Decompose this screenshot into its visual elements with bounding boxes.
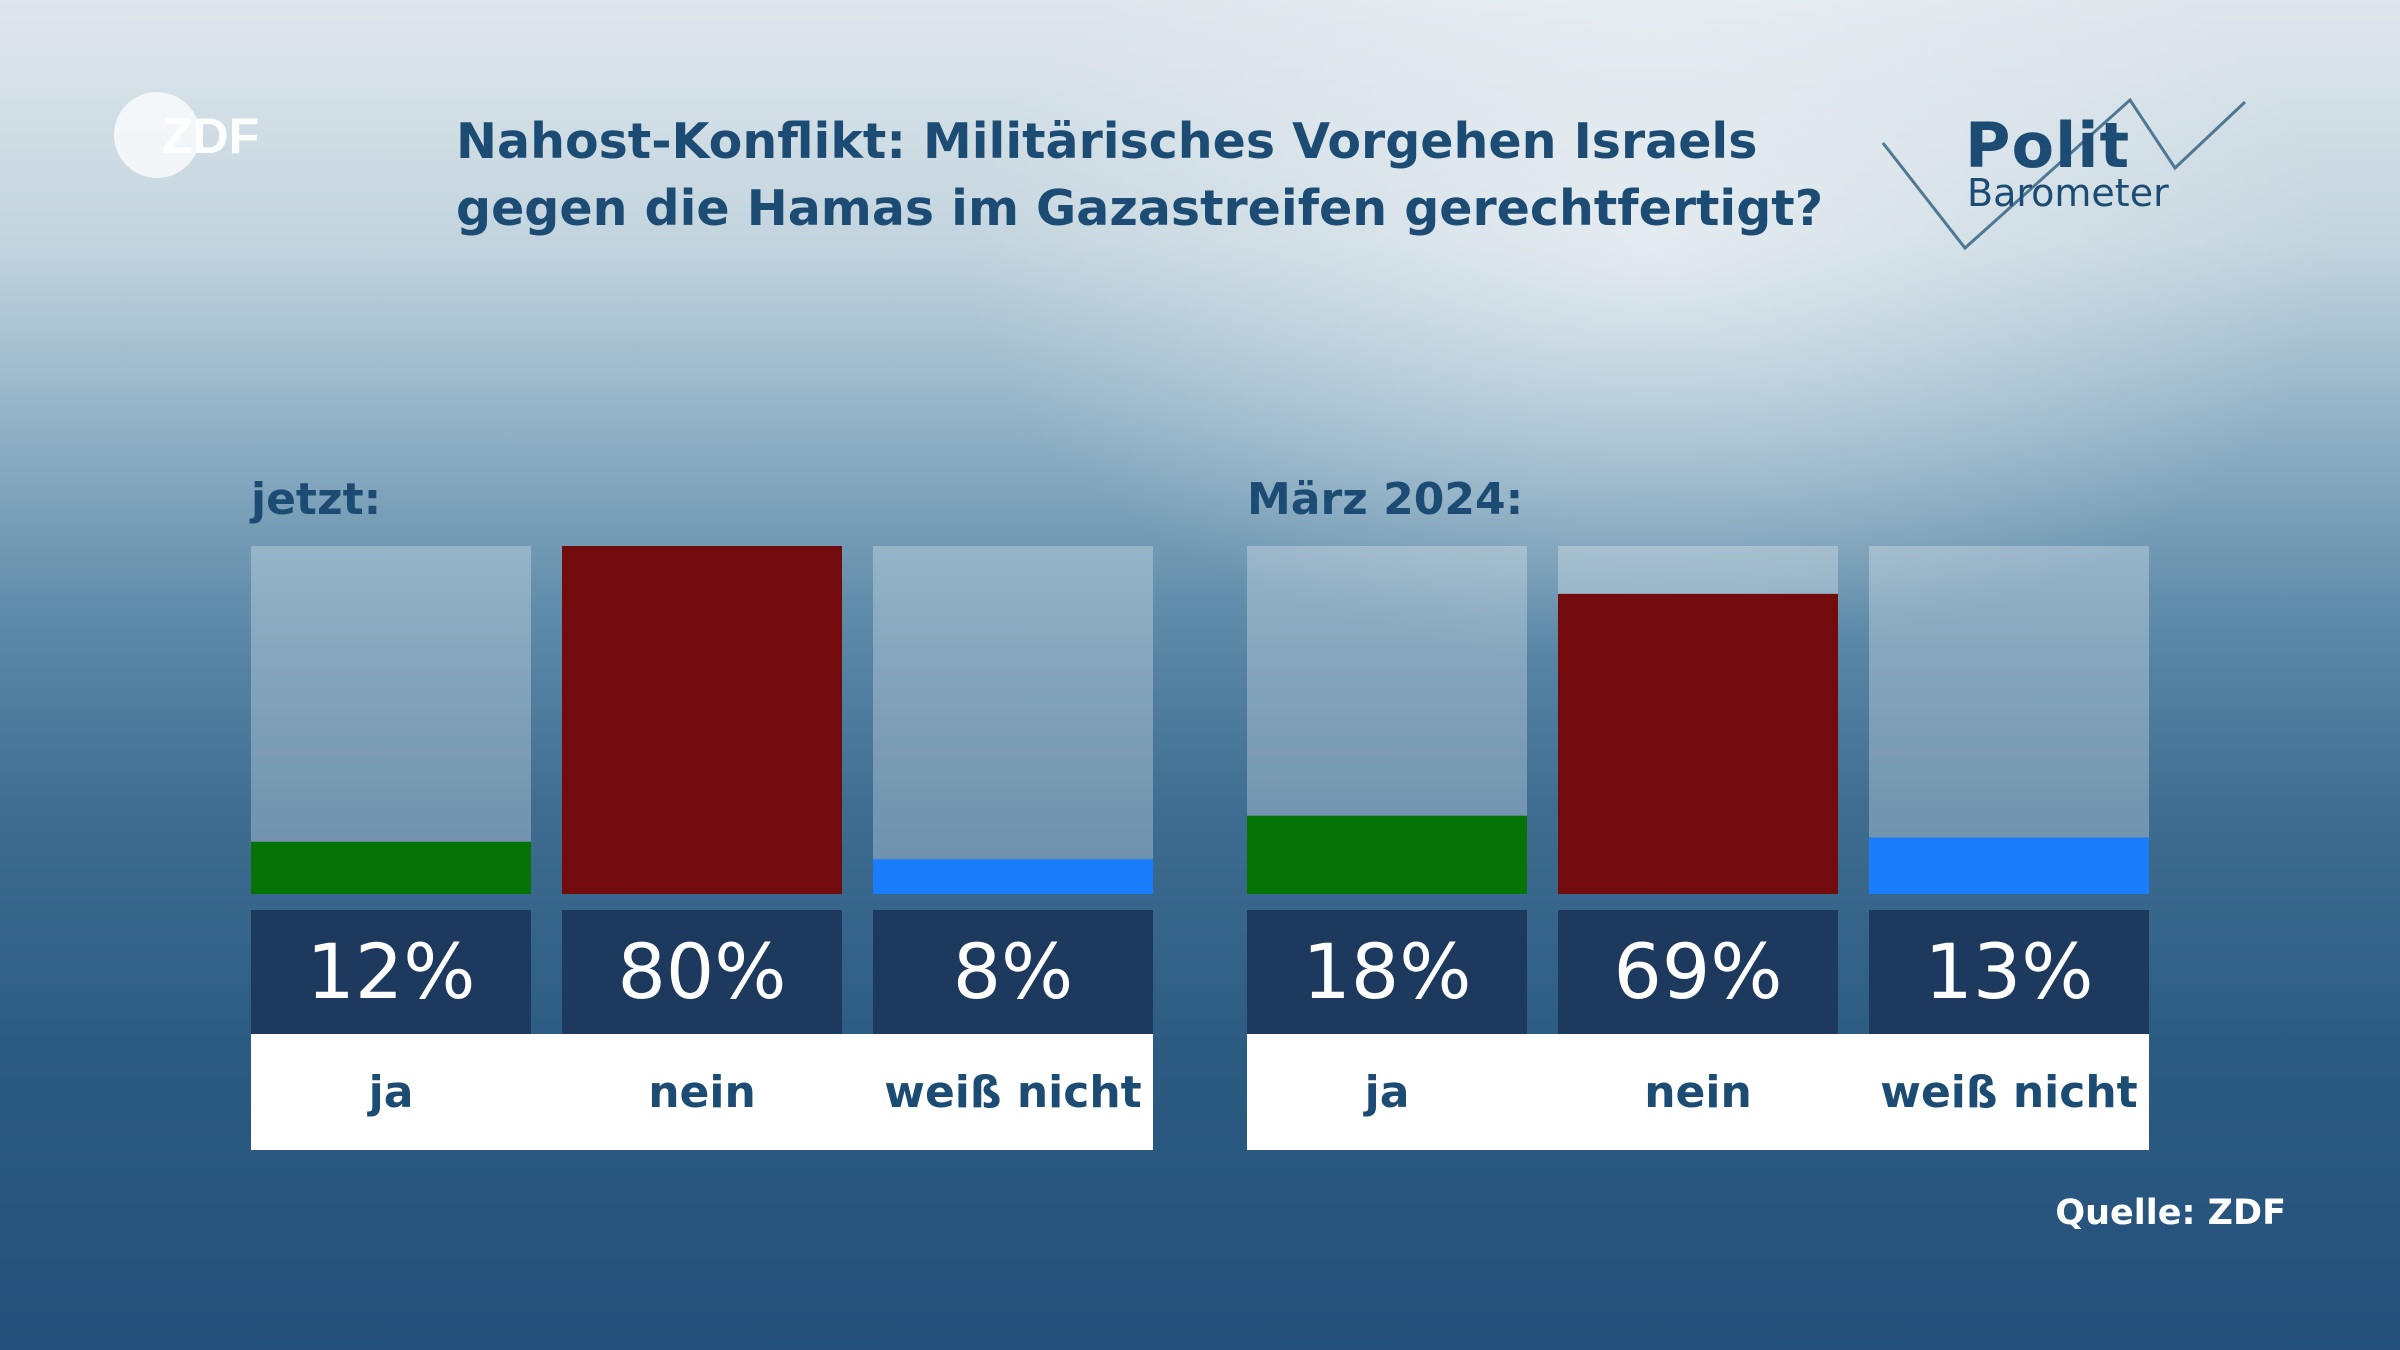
bar-track: [873, 546, 1153, 894]
bar-track: [251, 546, 531, 894]
group-label-current: jetzt:: [251, 474, 382, 525]
svg-text:ZDF: ZDF: [162, 108, 259, 164]
category-label: nein: [648, 1067, 756, 1118]
politbarometer-word-barometer: Barometer: [1967, 171, 2169, 215]
chart-title-line-1: Nahost-Konflikt: Militärisches Vorgehen …: [456, 113, 1758, 170]
chart-title: Nahost-Konflikt: Militärisches Vorgehen …: [456, 108, 1856, 242]
value-box: [1869, 910, 2149, 1034]
group-label-march-2024: März 2024:: [1247, 474, 1524, 525]
data-label: 18%: [1303, 927, 1472, 1016]
zdf-logo: ZDF: [112, 90, 282, 180]
category-label: ja: [1363, 1067, 1410, 1118]
category-label-strip: [1247, 1034, 2149, 1150]
category-label: nein: [1644, 1067, 1752, 1118]
category-label: weiß nicht: [1880, 1067, 2137, 1118]
bar-weiss-nicht: [1869, 837, 2149, 894]
data-label: 12%: [307, 927, 476, 1016]
bar-nein: [562, 546, 842, 894]
politbarometer-zigzag-icon: [1881, 97, 2247, 251]
data-label: 80%: [618, 927, 787, 1016]
category-label: weiß nicht: [884, 1067, 1141, 1118]
value-box: [562, 910, 842, 1034]
value-box: [1558, 910, 1838, 1034]
data-label: 69%: [1614, 927, 1783, 1016]
chart-title-line-2: gegen die Hamas im Gazastreifen gerechtf…: [456, 180, 1824, 237]
politbarometer-word-polit: Polit: [1965, 109, 2131, 182]
bar-ja: [1247, 815, 1527, 894]
source-credit: Quelle: ZDF: [2055, 1193, 2286, 1233]
bar-nein: [1558, 593, 1838, 894]
bar-ja: [251, 841, 531, 894]
value-box: [1247, 910, 1527, 1034]
data-label: 13%: [1925, 927, 2094, 1016]
category-label-strip: [251, 1034, 1153, 1150]
category-label: ja: [367, 1067, 414, 1118]
politbarometer-logo: Polit Barometer: [1875, 95, 2255, 255]
bar-track: [1869, 546, 2149, 894]
data-label: 8%: [953, 927, 1074, 1016]
bar-weiss-nicht: [873, 859, 1153, 894]
value-box: [873, 910, 1153, 1034]
value-box: [251, 910, 531, 1034]
